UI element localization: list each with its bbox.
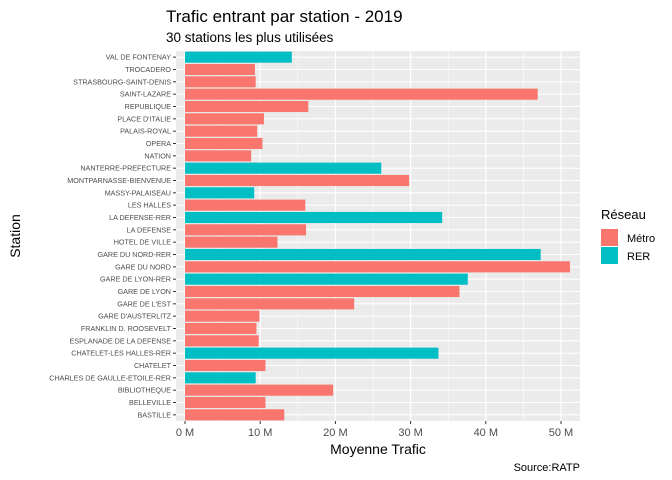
- y-tick-label: NATION: [144, 151, 171, 160]
- y-tick-label: LES HALLES: [128, 201, 171, 210]
- bar-charles-de-gaulle-etoile-rer: [185, 372, 256, 384]
- y-tick-label: BASTILLE: [137, 410, 171, 419]
- bar-nanterre-prefecture: [185, 162, 382, 174]
- bar-gare-de-lyon: [185, 285, 460, 298]
- bar-chatelet: [185, 359, 266, 372]
- bar-hotel-de-ville: [185, 236, 278, 248]
- y-tick-label: BIBLIOTHEQUE: [118, 386, 171, 395]
- bar-nation: [185, 150, 252, 162]
- bar-chatelet-les-halles-rer: [185, 347, 439, 359]
- y-tick-label: GARE DU NORD-RER: [98, 250, 171, 259]
- y-tick-label: TROCADERO: [125, 65, 171, 74]
- bar-gare-du-nord-rer: [185, 248, 541, 261]
- x-axis-ticks: 0 M 10 M 20 M 30 M 40 M 50 M: [176, 421, 573, 439]
- legend-label-metro: Métro: [627, 233, 655, 245]
- legend: Réseau Métro RER: [601, 207, 655, 264]
- y-tick-label: HOTEL DE VILLE: [114, 238, 171, 247]
- y-tick-label: CHATELET-LES HALLES-RER: [71, 349, 171, 358]
- bar-massy-palaiseau: [185, 187, 255, 199]
- bar-la-defense: [185, 224, 307, 236]
- y-tick-label: FRANKLIN D. ROOSEVELT: [81, 324, 172, 333]
- bars: [185, 51, 571, 421]
- y-tick-label: LA DEFENSE-RER: [109, 213, 171, 222]
- y-tick-label: GARE DE L'EST: [117, 299, 171, 308]
- y-tick-label: GARE DE LYON: [118, 287, 171, 296]
- bar-bastille: [185, 409, 285, 421]
- y-tick-label: MASSY-PALAISEAU: [105, 188, 171, 197]
- y-axis-ticks: VAL DE FONTENAY TROCADERO STRASBOURG-SAINT…: [49, 53, 176, 419]
- y-tick-label: NANTERRE-PREFECTURE: [80, 164, 171, 173]
- legend-title: Réseau: [601, 207, 646, 222]
- y-tick-label: STRASBOURG-SAINT-DENIS: [73, 77, 171, 86]
- bar-franklin-d-roosevelt: [185, 322, 257, 335]
- bar-saint-lazare: [185, 88, 538, 100]
- y-axis-title: Station: [7, 214, 23, 258]
- y-tick-label: CHATELET: [134, 361, 172, 370]
- x-tick-label: 30 M: [398, 427, 422, 439]
- bar-gare-du-nord: [185, 261, 571, 273]
- x-tick-label: 50 M: [549, 427, 573, 439]
- y-tick-label: PALAIS-ROYAL: [120, 127, 171, 136]
- bar-palais-royal: [185, 125, 258, 137]
- bar-gare-d-austerlitz: [185, 310, 260, 322]
- y-tick-label: OPERA: [146, 139, 171, 148]
- bar-gare-de-lyon-rer: [185, 273, 468, 285]
- chart-subtitle: 30 stations les plus utilisées: [166, 30, 334, 45]
- y-tick-label: MONTPARNASSE-BIENVENUE: [67, 176, 171, 185]
- legend-key-rer: [601, 247, 618, 264]
- bar-montparnasse-bienvenue: [185, 174, 410, 187]
- plot-panel: [176, 51, 580, 421]
- x-tick-label: 20 M: [323, 427, 347, 439]
- x-axis-title: Moyenne Trafic: [330, 441, 426, 457]
- y-tick-label: VAL DE FONTENAY: [106, 53, 172, 62]
- bar-la-defense-rer: [185, 211, 443, 224]
- bar-trocadero: [185, 63, 255, 76]
- bar-republique: [185, 100, 309, 113]
- y-tick-label: SAINT-LAZARE: [120, 90, 171, 99]
- bar-opera: [185, 137, 263, 150]
- legend-label-rer: RER: [627, 251, 650, 263]
- y-tick-label: PLACE D'ITALIE: [117, 114, 171, 123]
- x-tick-label: 0 M: [176, 427, 194, 439]
- bar-val-de-fontenay: [185, 51, 292, 63]
- bar-esplanade-de-la-defense: [185, 335, 259, 347]
- bar-strasbourg-saint-denis: [185, 76, 256, 88]
- chart-caption: Source:RATP: [514, 462, 580, 474]
- bar-bibliotheque: [185, 384, 334, 396]
- y-tick-label: GARE DE LYON-RER: [100, 275, 171, 284]
- y-tick-label: LA DEFENSE: [127, 225, 172, 234]
- bar-belleville: [185, 396, 266, 409]
- bar-gare-de-l-est: [185, 298, 355, 310]
- y-tick-label: ESPLANADE DE LA DEFENSE: [70, 336, 172, 345]
- legend-key-metro: [601, 229, 618, 246]
- y-tick-label: CHARLES DE GAULLE-ETOILE-RER: [49, 373, 171, 382]
- y-tick-label: BELLEVILLE: [129, 398, 171, 407]
- x-tick-label: 40 M: [474, 427, 498, 439]
- chart-title: Trafic entrant par station - 2019: [166, 7, 403, 26]
- x-tick-label: 10 M: [248, 427, 272, 439]
- bar-place-d-italie: [185, 113, 264, 125]
- y-tick-label: GARE DU NORD: [115, 262, 171, 271]
- y-tick-label: REPUBLIQUE: [125, 102, 172, 111]
- bar-les-halles: [185, 199, 306, 211]
- y-tick-label: GARE D'AUSTERLITZ: [98, 312, 171, 321]
